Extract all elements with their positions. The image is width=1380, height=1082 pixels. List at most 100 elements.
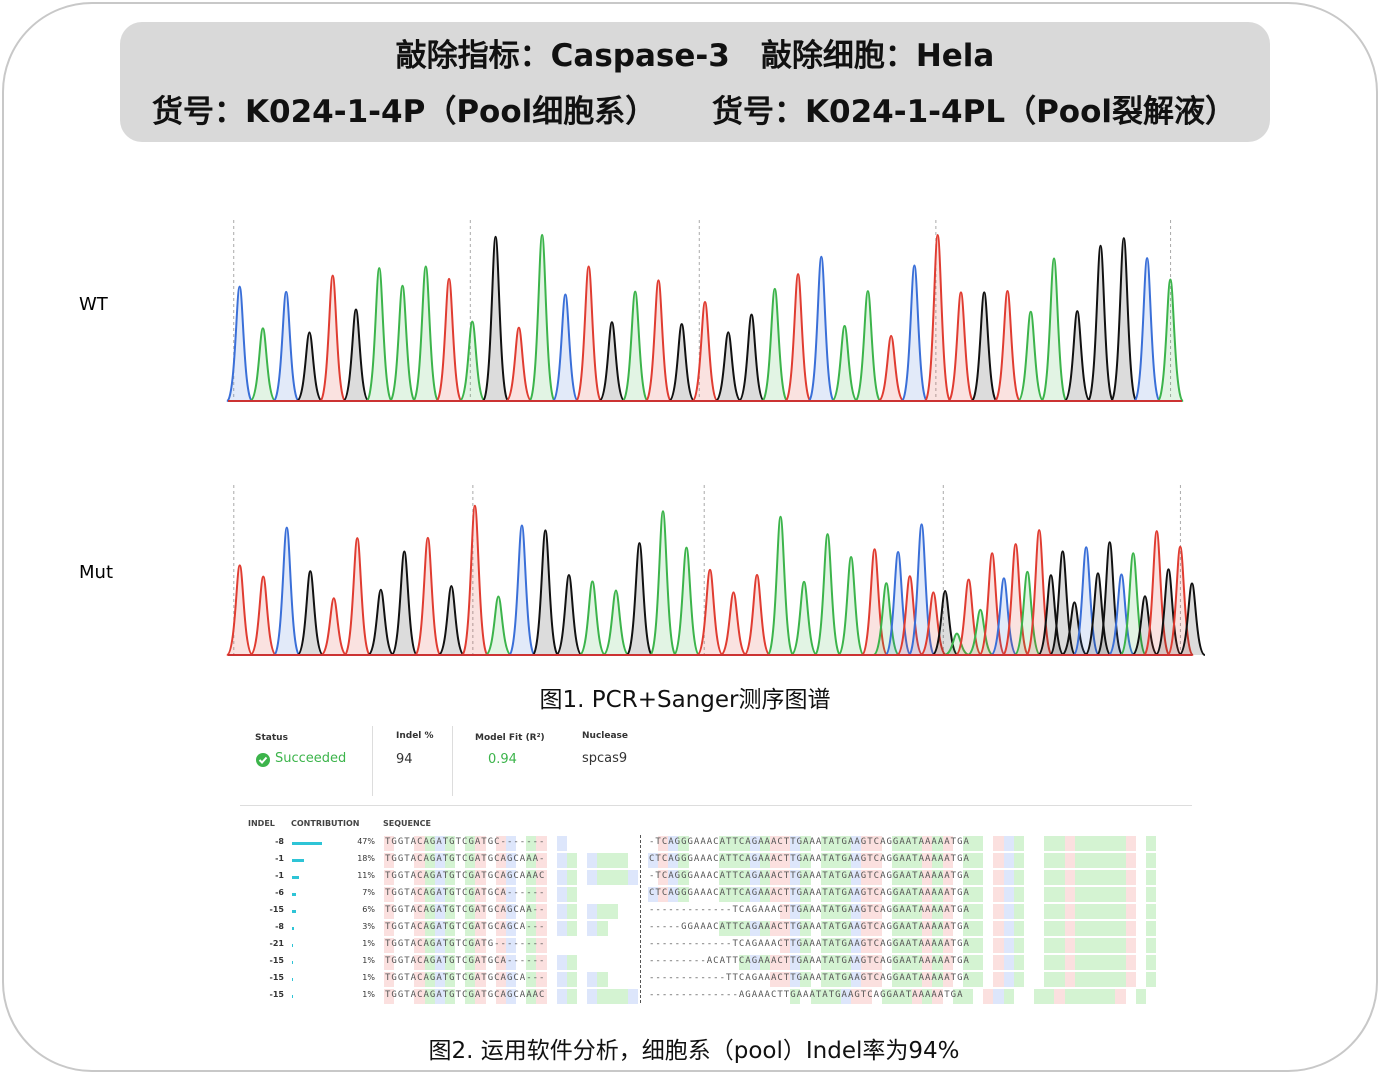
base-cell [1044, 938, 1055, 953]
base-cell [526, 972, 537, 987]
base-cell [841, 836, 852, 851]
peak [602, 589, 630, 656]
indel: -15 [269, 905, 284, 914]
peak [272, 526, 301, 656]
base-cell [962, 853, 974, 868]
base-cell [962, 989, 974, 1004]
base-cell [475, 921, 486, 936]
base-cell [861, 853, 872, 868]
base-cell [830, 853, 842, 868]
base-cell [952, 972, 963, 987]
base-cell [1074, 921, 1085, 936]
base-cell [1034, 853, 1045, 868]
base-cell [871, 836, 882, 851]
base-cell [1145, 887, 1156, 902]
base-cell [973, 921, 984, 936]
base-cell [871, 870, 882, 885]
indel: -8 [275, 922, 284, 931]
base-cell [841, 870, 852, 885]
contribution: 47% [357, 837, 375, 846]
caption: 图1. PCR+Sanger测序图谱 [539, 687, 831, 713]
base-cell [790, 887, 801, 902]
base-cell [1034, 870, 1045, 885]
base-cell [810, 853, 821, 868]
base-cell [1074, 938, 1085, 953]
base-cell [394, 870, 405, 885]
base-cell [759, 870, 770, 885]
base-cell [424, 955, 435, 970]
base-cell [1013, 938, 1024, 953]
sequence: TGGTACAGATGTCGATGCAGCAA-- [385, 905, 546, 915]
indel: -15 [269, 956, 284, 965]
base-cell [505, 972, 517, 987]
indel: -15 [269, 973, 284, 982]
peak [743, 574, 771, 656]
base-cell [516, 853, 527, 868]
base-cell [952, 938, 963, 953]
sequence: --------------AGAAACTTGAAATATGAAGTCAGGAA… [649, 990, 964, 1000]
base-cell [983, 955, 994, 970]
base-cell [465, 921, 476, 936]
header-line: 货号：K024-1-4PL（Pool裂解液） [712, 94, 1237, 130]
base-cell [912, 955, 923, 970]
base-cell [952, 904, 963, 919]
base-cell [932, 836, 943, 851]
sequence: CTCAGGGAAACATTCAGAAACTTGAAATATGAAGTCAGGA… [649, 888, 970, 898]
sequence: TGGTACAGATGTCGATGC------- [385, 837, 546, 847]
base-cell [759, 836, 770, 851]
base-cell [1135, 853, 1146, 868]
base-cell [820, 870, 831, 885]
base-cell [607, 853, 618, 868]
base-cell [698, 887, 709, 902]
base-cell [871, 921, 882, 936]
peak [249, 327, 277, 402]
column-header: CONTRIBUTION [291, 819, 360, 828]
base-cell [424, 938, 435, 953]
base-cell [719, 836, 730, 851]
base-cell [384, 955, 395, 970]
peak [966, 608, 994, 656]
base-cell [902, 836, 913, 851]
base-cell [444, 836, 456, 851]
base-cell [546, 887, 557, 902]
base-cell [830, 989, 842, 1004]
peak [621, 290, 649, 402]
base-cell [384, 870, 395, 885]
base-cell [1034, 938, 1045, 953]
base-cell [942, 972, 953, 987]
base-cell [414, 904, 425, 919]
base-cell [546, 904, 557, 919]
base-cell [891, 853, 902, 868]
base-cell [830, 921, 842, 936]
base-cell [1044, 921, 1055, 936]
base-cell [698, 853, 709, 868]
base-cell [912, 853, 923, 868]
base-cell [881, 972, 892, 987]
sequence: ------------TTCAGAAACTTGAAATATGAAGTCAGGA… [649, 973, 970, 983]
base-cell [861, 989, 872, 1004]
base-cell [1023, 836, 1035, 851]
base-cell [780, 921, 791, 936]
base-cell [688, 853, 699, 868]
base-cell [577, 870, 588, 885]
base-cell [597, 904, 608, 919]
base-cell [810, 955, 821, 970]
base-cell [444, 955, 456, 970]
base-cell [546, 972, 557, 987]
base-cell [1023, 938, 1035, 953]
base-cell [749, 836, 760, 851]
base-cell [627, 870, 638, 885]
base-cell [912, 989, 923, 1004]
base-cell [861, 887, 872, 902]
base-cell [516, 972, 527, 987]
base-cell [942, 938, 953, 953]
base-cell [394, 836, 405, 851]
base-cell [800, 853, 811, 868]
base-cell [516, 989, 527, 1004]
base-cell [759, 955, 770, 970]
indel: -1 [275, 854, 284, 863]
base-cell [1003, 972, 1014, 987]
base-cell [505, 853, 517, 868]
base-cell [902, 955, 913, 970]
base-cell [516, 904, 527, 919]
